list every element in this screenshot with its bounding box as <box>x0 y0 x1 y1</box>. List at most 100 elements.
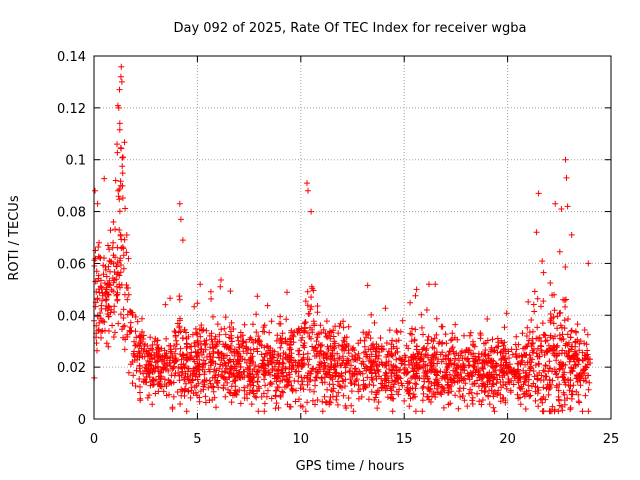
data-point <box>500 382 507 389</box>
data-point <box>512 341 519 348</box>
data-point <box>250 382 257 389</box>
data-point <box>527 392 534 399</box>
data-point <box>395 337 402 344</box>
data-point <box>133 342 139 349</box>
data-point <box>554 374 561 381</box>
data-point <box>539 395 546 402</box>
data-point <box>330 388 336 395</box>
data-point <box>401 352 408 359</box>
data-point <box>226 344 233 351</box>
data-point <box>582 392 589 399</box>
data-point <box>532 388 539 395</box>
data-point <box>518 359 525 366</box>
data-point <box>252 393 258 400</box>
data-point <box>302 325 309 332</box>
data-point <box>149 382 156 388</box>
data-point <box>156 348 163 355</box>
data-point <box>389 367 396 374</box>
data-point <box>429 352 436 359</box>
data-point <box>522 361 528 368</box>
data-point <box>487 358 494 365</box>
data-point <box>275 372 282 379</box>
data-point <box>231 363 238 370</box>
data-point <box>529 347 536 354</box>
data-point <box>120 265 127 272</box>
data-point <box>419 385 426 391</box>
data-point <box>199 364 206 371</box>
data-point <box>241 387 248 394</box>
data-point <box>375 368 382 375</box>
data-point <box>280 389 287 396</box>
data-point <box>585 372 592 379</box>
data-point <box>521 351 527 358</box>
data-point <box>123 284 130 291</box>
data-point <box>385 379 392 386</box>
data-point <box>203 354 210 360</box>
data-point <box>474 377 481 384</box>
data-point <box>176 377 183 384</box>
data-point <box>271 363 278 370</box>
data-point <box>277 313 284 320</box>
data-point <box>424 393 431 400</box>
data-point <box>577 338 584 345</box>
data-point <box>413 381 420 388</box>
data-point <box>230 326 237 332</box>
data-point <box>188 349 195 356</box>
data-point <box>317 359 323 365</box>
data-point <box>503 359 510 366</box>
data-point <box>129 312 136 318</box>
data-point <box>106 257 113 264</box>
data-point <box>127 308 133 314</box>
data-point <box>224 352 230 359</box>
data-point <box>585 260 592 267</box>
data-point <box>425 385 432 392</box>
data-point <box>275 366 282 373</box>
data-point <box>375 343 382 350</box>
data-point <box>261 400 268 407</box>
data-point <box>520 381 527 388</box>
data-point <box>532 397 539 404</box>
data-point <box>360 381 367 388</box>
data-point <box>120 154 126 161</box>
data-point <box>256 385 263 392</box>
data-point <box>317 343 324 349</box>
data-point <box>170 379 177 386</box>
data-point <box>331 366 338 373</box>
data-point <box>525 382 532 389</box>
data-point <box>112 329 118 336</box>
data-point <box>355 395 362 402</box>
data-point <box>151 338 158 345</box>
data-point <box>200 348 207 355</box>
data-point <box>533 229 540 236</box>
data-point <box>438 375 445 382</box>
data-point <box>414 350 421 357</box>
data-point <box>142 379 149 386</box>
data-point <box>360 329 367 336</box>
data-point <box>437 368 444 375</box>
data-point <box>314 309 321 316</box>
data-point <box>117 255 124 262</box>
data-point <box>556 361 563 367</box>
data-point <box>290 364 297 371</box>
data-point <box>191 343 198 350</box>
data-point <box>272 393 279 400</box>
data-point <box>276 359 283 366</box>
data-point <box>113 292 120 299</box>
data-point <box>167 348 174 355</box>
data-point <box>355 340 362 347</box>
data-point <box>524 324 531 331</box>
data-point <box>295 351 302 358</box>
data-point <box>389 395 396 402</box>
data-point <box>281 376 288 383</box>
data-point <box>555 387 562 394</box>
data-point <box>448 383 455 390</box>
data-point <box>168 349 175 355</box>
data-point <box>420 331 426 338</box>
data-point <box>506 379 513 386</box>
data-point <box>310 287 317 294</box>
data-point <box>584 331 591 338</box>
data-point <box>560 389 567 396</box>
data-point <box>310 365 317 372</box>
data-point <box>140 370 147 377</box>
data-point <box>563 174 570 181</box>
